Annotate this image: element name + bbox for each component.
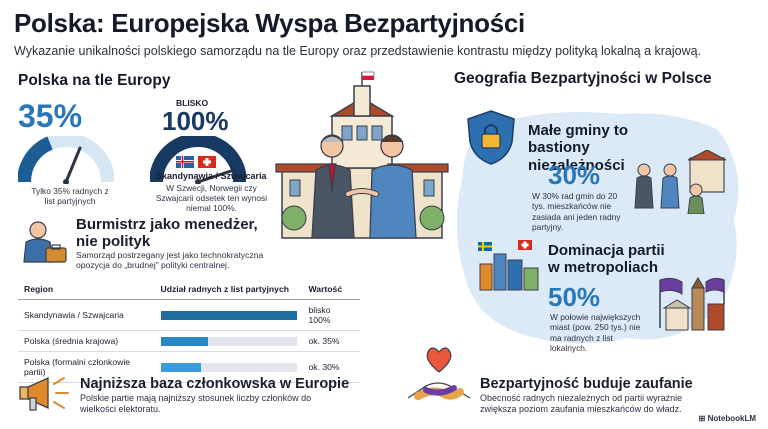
europe-heading: Polska na tle Europy: [18, 72, 171, 89]
table-cell-value: ok. 30%: [302, 351, 360, 383]
megaphone-icon: [19, 376, 69, 411]
page-title: Polska: Europejska Wyspa Bezpartyjności: [14, 8, 525, 38]
table-row: Polska (formalni członkowie partii) ok. …: [18, 351, 360, 383]
table-header-value: Wartość: [302, 280, 360, 300]
shield-lock-icon: [467, 110, 515, 165]
metropolis-desc: W połowie największych miast (pow. 250 t…: [550, 312, 641, 353]
table-share-bar-fill: [160, 362, 202, 372]
poland-gauge-icon: [18, 136, 114, 184]
town-hall-handshake-illustration: [275, 71, 449, 239]
table-share-bar-fill: [160, 336, 209, 346]
table-cell-value: ok. 35%: [302, 330, 360, 352]
party-share-table: Region Udział radnych z list partyjnych …: [18, 280, 360, 383]
brand-icon: ⊞: [698, 414, 708, 423]
mayor-manager-icon: [23, 221, 67, 263]
table-header-region: Region: [18, 280, 155, 300]
table-cell-value: blisko 100%: [302, 299, 360, 331]
metropolis-title: Dominacja partii w metropoliach: [548, 242, 665, 277]
table-share-bar: [160, 336, 297, 346]
brand-text: NotebookLM: [707, 414, 756, 423]
small-gminas-value: 30%: [548, 160, 601, 190]
geo-heading: Geografia Bezpartyjności w Polsce: [454, 70, 712, 87]
metropolis-skyline-icon: [478, 240, 539, 291]
brand-label: ⊞ NotebookLM: [699, 414, 756, 423]
city-flags-icon: [659, 277, 725, 331]
table-cell-region: Skandynawia / Szwajcaria: [18, 299, 155, 331]
table-row: Skandynawia / Szwajcaria blisko 100%: [18, 299, 360, 331]
table-cell-region: Polska (średnia krajowa): [18, 330, 155, 352]
small-gminas-desc: W 30% rad gmin do 20 tys. mieszkańców ni…: [532, 191, 621, 232]
heart-handshake-icon: [407, 347, 471, 400]
membership-desc: Polskie partie mają najniższy stosunek l…: [80, 393, 312, 415]
table-cell-region: Polska (formalni członkowie partii): [18, 351, 155, 383]
metropolis-value: 50%: [548, 282, 601, 312]
membership-title: Najniższa baza członkowska w Europie: [80, 376, 350, 392]
scandi-prefix: BLISKO: [176, 98, 209, 108]
manager-desc: Samorząd postrzegany jest jako technokra…: [76, 250, 264, 271]
poland-stat-caption: Tylko 35% radnych z list partyjnych: [31, 186, 109, 207]
scandi-label: Skandynawia / Szwajcaria: [156, 171, 267, 181]
scandi-gauge-icon: [150, 136, 246, 184]
table-share-bar: [160, 310, 297, 320]
table-row: Polska (średnia krajowa) ok. 35%: [18, 330, 360, 352]
poland-stat-value: 35%: [18, 98, 83, 134]
small-gminas-title: Małe gminy to bastiony niezależności: [528, 122, 629, 174]
page-subtitle: Wykazanie unikalności polskiego samorząd…: [14, 44, 702, 58]
table-header-share: Udział radnych z list partyjnych: [154, 280, 303, 300]
trust-title: Bezpartyjność buduje zaufanie: [480, 376, 693, 392]
scandi-caption: W Szwecji, Norwegii czy Szwajcarii odset…: [155, 183, 268, 214]
table-share-bar-fill: [160, 310, 297, 320]
manager-title: Burmistrz jako menedżer, nie polityk: [76, 216, 258, 251]
trust-desc: Obecność radnych niezależnych od partii …: [480, 393, 683, 415]
table-share-bar: [160, 362, 297, 372]
scandi-stat-value: 100%: [162, 106, 229, 136]
small-town-meeting-icon: [634, 150, 727, 214]
